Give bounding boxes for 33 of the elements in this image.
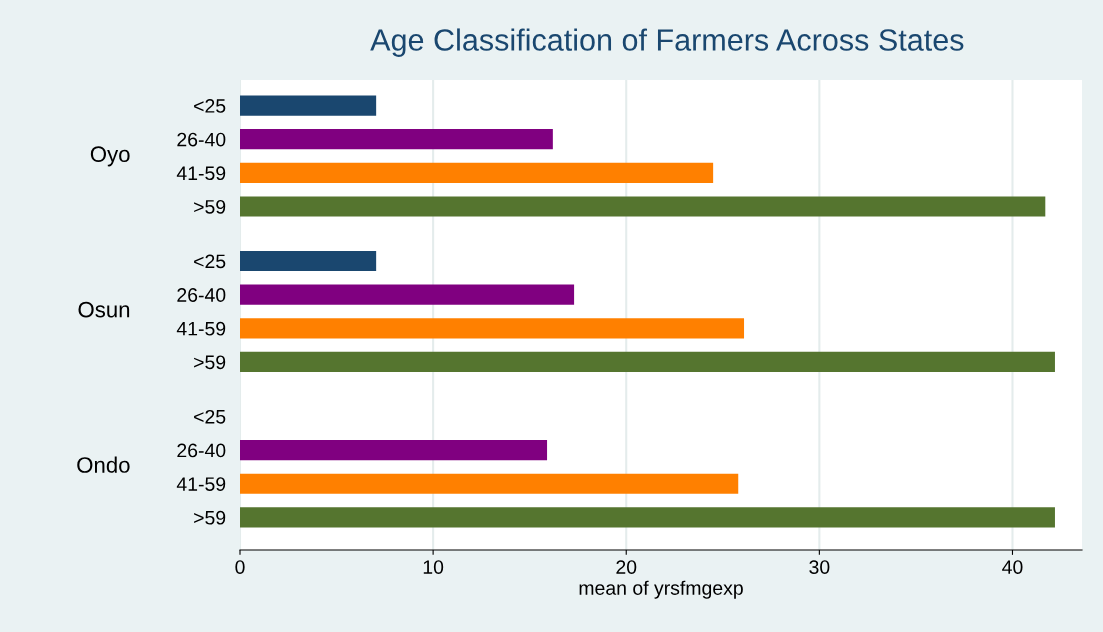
bar [240,129,553,150]
text: 41-59 [176,477,226,491]
bar [240,196,1046,217]
bar [240,473,739,494]
text: >59 [194,355,226,370]
series-label: 26-40 [177,132,226,147]
bar [240,507,1055,528]
y-tick-label: Osun [78,301,130,318]
x-tick-label: 20 [616,560,637,574]
series-label: <25 [194,99,226,113]
text: <25 [194,409,226,424]
text: 26-40 [177,443,226,458]
x-axis-title: mean of yrsfmgexp [579,580,743,599]
bar [240,162,714,183]
text: >59 [194,510,226,525]
x-tick-label: 10 [423,560,444,574]
y-tick-label: Ondo [77,456,130,473]
bar [240,351,1055,373]
text: <25 [194,254,226,269]
x-tick-label: 0 [235,560,245,574]
bar [240,439,548,461]
bar [240,284,575,305]
x-tick-label: 40 [1002,560,1023,574]
series-label: 41-59 [176,166,226,181]
bar [240,318,745,339]
chart-title: Age Classification of Farmers Across States [370,28,964,57]
bar [240,250,377,272]
text: 41-59 [176,321,226,336]
y-tick-label: Oyo [90,146,130,167]
bar [240,95,377,116]
text: 26-40 [177,288,226,302]
x-tick-label: 30 [809,560,830,574]
series-label: >59 [194,199,226,214]
